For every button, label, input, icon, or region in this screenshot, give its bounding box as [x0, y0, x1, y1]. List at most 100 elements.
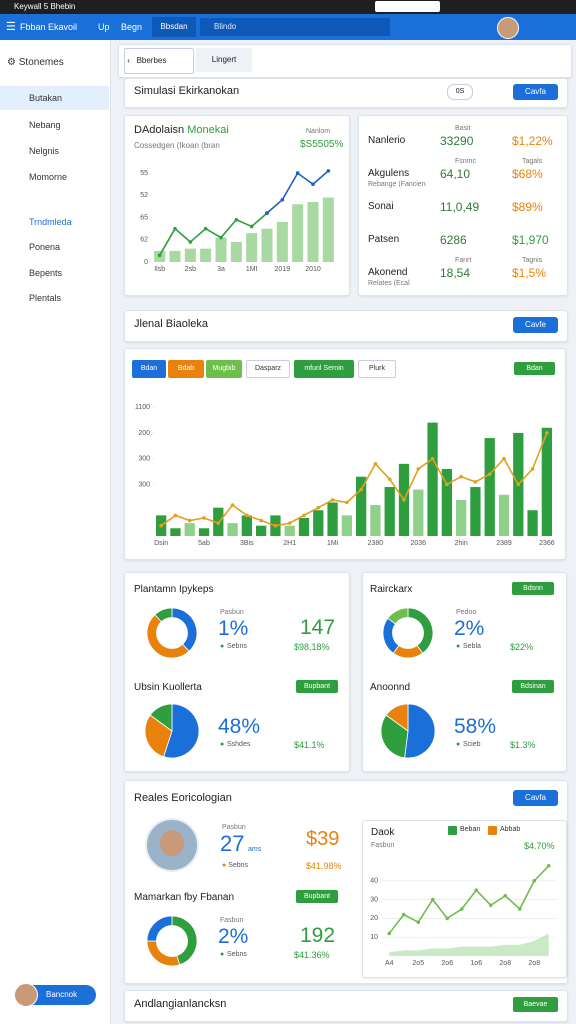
point	[202, 516, 206, 520]
x-tick-label: 2hin	[455, 540, 468, 547]
x-tick-label: 2o8	[528, 960, 540, 967]
sidebar-item[interactable]: Ponena	[29, 242, 61, 252]
sidebar-item[interactable]: Plentals	[29, 293, 62, 303]
x-tick-label: Dsin	[154, 540, 168, 547]
point	[302, 513, 306, 518]
menu-item[interactable]: Up	[98, 22, 110, 32]
sidebar-item[interactable]: Bepents	[29, 268, 63, 278]
legend: ●	[220, 643, 225, 650]
point	[459, 474, 463, 479]
point	[295, 171, 300, 175]
panel-button[interactable]: Bdsinan	[512, 680, 554, 693]
big-chart: 300 300 200 1100 Dsin 5ab 3Bis 2H1 1Mi 2380 2036 2h…	[135, 404, 555, 547]
stat-value: $S5505%	[300, 139, 344, 150]
bar	[413, 489, 424, 536]
point	[287, 521, 292, 525]
kpi-big: $39	[306, 828, 340, 850]
legend-label: Sebla	[463, 643, 481, 650]
y-tick-label: 20	[370, 915, 378, 922]
tab[interactable]: Lingert	[196, 48, 252, 72]
bar	[456, 499, 467, 536]
x-tick-label: Ilsb	[154, 266, 165, 273]
sidebar-item[interactable]: Momorne	[29, 172, 68, 182]
kpi-value: 6286	[440, 233, 467, 247]
footer-title: Andlangianlancksn	[134, 998, 227, 1010]
bar	[527, 510, 538, 536]
button[interactable]: Bdan	[514, 362, 555, 375]
panel-button[interactable]: Bdsnn	[512, 582, 554, 595]
section-title: Jlenal Biaoleka	[134, 318, 208, 330]
y-tick-label: 0	[144, 259, 148, 266]
kpi-sub: Rebange (Fancien	[368, 181, 426, 188]
kpi-value2: $1,970	[512, 233, 549, 247]
menu-icon[interactable]: ☰	[6, 21, 16, 33]
filter-button[interactable]: Bdab	[168, 360, 204, 378]
filter-button[interactable]: Bdan	[132, 360, 166, 378]
bar	[307, 202, 319, 262]
sidebar-item[interactable]: Nelgnis	[29, 146, 60, 156]
kpi-value2: $68%	[512, 167, 543, 181]
legend-label: Sebns	[228, 862, 249, 869]
title-text: DAdolaisn	[134, 124, 185, 136]
avatar[interactable]	[497, 17, 519, 39]
segment	[382, 617, 400, 654]
top-tab[interactable]: Bbsdan	[152, 17, 196, 37]
sidebar-item[interactable]: Nebang	[29, 120, 61, 130]
pie-chart	[380, 703, 436, 759]
panel-button[interactable]: Bupbant	[296, 680, 338, 693]
tab-label: Bberbes	[136, 56, 167, 65]
kpi-pct: 2%	[218, 925, 249, 948]
bar	[230, 242, 242, 262]
bar	[276, 222, 288, 262]
legend-label: Sebns	[227, 951, 247, 958]
bar	[215, 237, 227, 262]
point	[219, 235, 223, 240]
button[interactable]: Baevae	[513, 997, 558, 1012]
point	[532, 879, 537, 883]
kpi-head: Pasbun	[222, 824, 246, 831]
kpi-small: $41.36%	[294, 950, 330, 960]
area	[389, 933, 549, 956]
point	[503, 894, 508, 898]
button[interactable]: Cavfa	[513, 790, 558, 806]
sidebar-section[interactable]: Trndmleda	[29, 217, 72, 227]
point	[530, 467, 535, 471]
kpi-small: $41.98%	[306, 861, 342, 871]
filter-button[interactable]: Plurk	[358, 360, 396, 378]
stat-label: Nanlom	[306, 128, 331, 135]
bar	[322, 197, 334, 262]
menu-item[interactable]: Begn	[121, 22, 143, 32]
pill[interactable]: 0S	[447, 84, 473, 100]
kpi-value2: $1,22%	[512, 134, 553, 148]
kpi-sub: Relates (Ecal	[368, 280, 410, 287]
segment	[149, 703, 173, 732]
filter-button[interactable]: mfunl Sernin	[294, 360, 354, 378]
filter-button[interactable]: Dasparz	[246, 360, 290, 378]
window-title: Keywall 5 Bhebin	[14, 2, 76, 11]
segment	[154, 607, 173, 623]
y-tick-label: 300	[138, 456, 150, 463]
stat-value: $4.70%	[524, 841, 555, 851]
point	[474, 888, 479, 892]
legend-label: Scieb	[463, 741, 481, 748]
y-tick-label: 62	[140, 237, 148, 244]
y-tick-label: 55	[140, 170, 148, 177]
donut-chart	[146, 607, 198, 659]
panel-button[interactable]: Bupbant	[296, 890, 338, 903]
filter-button[interactable]: Mugbib	[206, 360, 242, 378]
point	[430, 897, 435, 902]
button[interactable]: Cavfa	[513, 84, 558, 100]
window-field[interactable]	[375, 1, 440, 12]
point	[416, 467, 421, 471]
x-tick-label: 5ab	[198, 540, 210, 547]
button[interactable]: Cavfe	[513, 317, 558, 333]
kpi-pct: 58%	[454, 715, 497, 738]
x-tick-label: 2010	[305, 266, 321, 273]
sidebar-item[interactable]: Butakan	[29, 93, 63, 103]
kpi-head: Fanrt	[455, 257, 472, 264]
search-box[interactable]	[200, 18, 390, 36]
tab[interactable]: ‹ Bberbes	[124, 48, 194, 74]
trend-chart: 0 62 65 52 55 Ilsb 2sb 3a 1MI 2019 2010	[140, 169, 334, 273]
panel-title: Rairckarx	[370, 584, 413, 595]
